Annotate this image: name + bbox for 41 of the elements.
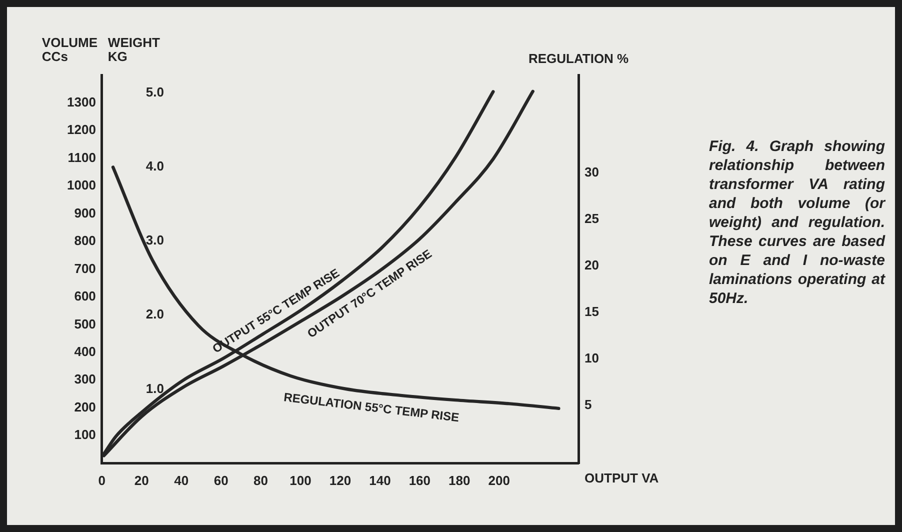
y2-tick-label: 10 [584, 350, 600, 366]
y-tick-label: 1300 [67, 94, 96, 110]
y3-axis-title: WEIGHT KG [108, 35, 160, 64]
text: Fig. 4. Graph showing relationship between transformer VA rating and both volume (or weight) and regulation. These curves are based on E and I no-waste laminations operating at 50Hz. [709, 138, 885, 307]
x-tick-label: 160 [408, 472, 431, 488]
text: REGULATION 55°C TEMP RISE [282, 390, 460, 425]
y2-tick-label: 20 [584, 258, 600, 273]
y2-tick-label: 15 [584, 304, 600, 320]
y-axis-title: VOLUME CCs [42, 35, 98, 64]
y3-tick-label: 4.0 [146, 158, 164, 174]
x-tick-label: 100 [290, 472, 312, 488]
y-tick-label: 500 [74, 316, 96, 332]
x-tick-label: 200 [488, 472, 510, 488]
y-tick-label: 1000 [67, 178, 96, 193]
x-tick-label: 120 [329, 472, 352, 488]
y-tick-label: 600 [74, 288, 96, 304]
y2-tick-label: 30 [584, 164, 600, 180]
x-tick-label: 60 [214, 472, 228, 488]
y2-tick-label: 5 [584, 397, 592, 412]
x-tick-label: 80 [254, 472, 268, 488]
y-tick-label: 700 [74, 260, 96, 276]
y-tick-label: 800 [74, 233, 96, 248]
x-tick-label: 20 [134, 472, 149, 488]
x-tick-label: 40 [174, 472, 189, 488]
y3-tick-label: 1.0 [146, 380, 164, 396]
y-tick-label: 200 [74, 399, 96, 414]
y-tick-label: 300 [74, 372, 96, 387]
y2-tick-label: 25 [584, 210, 600, 226]
y2-axis-title: REGULATION % [528, 51, 630, 66]
y-tick-label: 1100 [68, 150, 96, 165]
y3-tick-label: 5.0 [146, 84, 164, 100]
x-axis-title: OUTPUT VA [584, 470, 660, 486]
y-tick-label: 100 [74, 427, 96, 442]
y3-tick-label: 3.0 [146, 232, 164, 248]
y-tick-label: 1200 [67, 122, 96, 138]
x-tick-label: 180 [448, 472, 470, 488]
x-tick-label: 0 [98, 472, 106, 488]
y3-tick-label: 2.0 [146, 306, 164, 322]
x-tick-label: 140 [369, 472, 391, 488]
y-tick-label: 400 [74, 344, 96, 360]
y-tick-label: 900 [74, 205, 96, 220]
